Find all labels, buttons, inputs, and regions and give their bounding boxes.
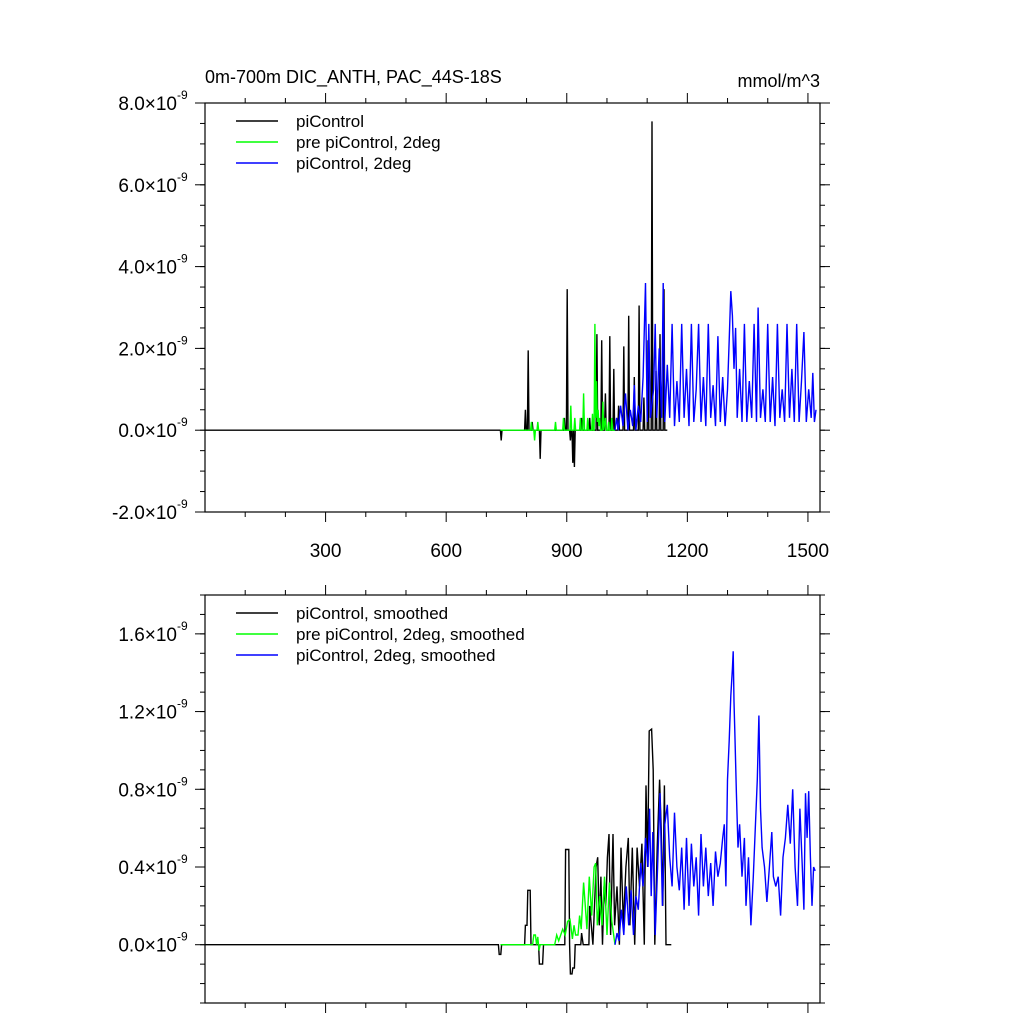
- series-line-pre-picontrol-2deg: [500, 323, 615, 441]
- y-tick-exponent: -9: [177, 252, 188, 266]
- series-line-pre-picontrol-2deg-smoothed: [500, 862, 616, 951]
- legend-label: piControl, 2deg: [296, 154, 411, 173]
- y-tick-exponent: -9: [177, 697, 188, 711]
- y-tick-label: 0.0×10: [118, 421, 177, 442]
- y-tick-exponent: -9: [177, 774, 188, 788]
- legend-label: piControl: [296, 112, 364, 131]
- y-tick-label: 0.4×10: [118, 858, 177, 879]
- y-tick-label: 0.8×10: [118, 780, 177, 801]
- x-tick-label: 900: [551, 541, 583, 562]
- x-tick-label: 600: [430, 541, 462, 562]
- y-tick-exponent: -9: [177, 88, 188, 102]
- series-line-picontrol-smoothed: [205, 727, 672, 975]
- bottom-panel: 0.0×10 -90.4×10 -90.8×10 -91.2×10 -91.6×10 -9…: [118, 585, 830, 1013]
- y-tick-label: 1.6×10: [118, 625, 177, 646]
- y-tick-exponent: -9: [177, 333, 188, 347]
- y-tick-label: -2.0×10: [112, 503, 177, 524]
- series-line-picontrol-2deg: [614, 282, 817, 431]
- y-tick-exponent: -9: [177, 415, 188, 429]
- y-tick-label: 8.0×10: [118, 94, 177, 115]
- legend-label: piControl, smoothed: [296, 604, 448, 623]
- x-tick-label: 1200: [666, 541, 708, 562]
- y-tick-label: 1.2×10: [118, 703, 177, 724]
- top-panel: 300 600 900 1200 1500-2.0×10 -90.0×10 -92.0×10…: [112, 67, 830, 562]
- y-tick-label: 4.0×10: [118, 258, 177, 279]
- x-tick-label: 300: [310, 541, 342, 562]
- legend-label: pre piControl, 2deg: [296, 133, 441, 152]
- legend-label: piControl, 2deg, smoothed: [296, 646, 495, 665]
- x-tick-label: 1500: [787, 541, 829, 562]
- plot-frame: [204, 594, 821, 1004]
- units-label: mmol/m^3: [738, 71, 820, 91]
- y-tick-exponent: -9: [177, 497, 188, 511]
- y-tick-exponent: -9: [177, 619, 188, 633]
- y-tick-exponent: -9: [177, 852, 188, 866]
- chart-title: 0m-700m DIC_ANTH, PAC_44S-18S: [205, 67, 502, 88]
- y-tick-label: 6.0×10: [118, 176, 177, 197]
- y-tick-exponent: -9: [177, 930, 188, 944]
- y-tick-exponent: -9: [177, 170, 188, 184]
- y-tick-label: 2.0×10: [118, 339, 177, 360]
- y-tick-label: 0.0×10: [118, 936, 177, 957]
- series-line-picontrol-2deg-smoothed: [614, 651, 816, 945]
- legend-label: pre piControl, 2deg, smoothed: [296, 625, 525, 644]
